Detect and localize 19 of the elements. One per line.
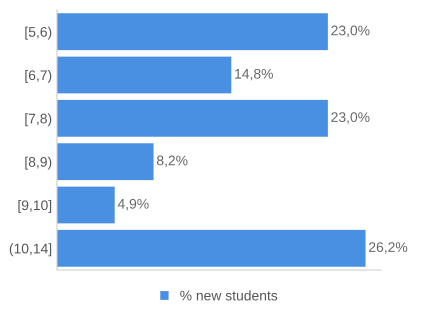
y-tick-label: [9,10]: [18, 200, 52, 213]
y-tick-label: [8,9): [25, 156, 52, 170]
bar: [57, 13, 328, 50]
data-label: 26,2%: [369, 242, 408, 254]
y-tick-label: [6,7): [25, 70, 52, 83]
bar: [57, 186, 115, 224]
bar: [57, 143, 154, 180]
data-label: 4,9%: [118, 198, 149, 210]
bar: [57, 100, 328, 137]
bar: [57, 56, 232, 94]
data-label: 8,2%: [156, 156, 188, 168]
bar: [57, 230, 366, 267]
y-tick-label: [5,6): [25, 26, 52, 40]
y-tick-label: [7,8): [25, 113, 52, 126]
data-label: 23,0%: [331, 112, 370, 124]
data-label: 23,0%: [331, 26, 370, 38]
data-label: 14,8%: [235, 68, 273, 80]
y-tick-label: (10,14]: [10, 243, 52, 256]
legend-label: % new students: [180, 290, 278, 300]
